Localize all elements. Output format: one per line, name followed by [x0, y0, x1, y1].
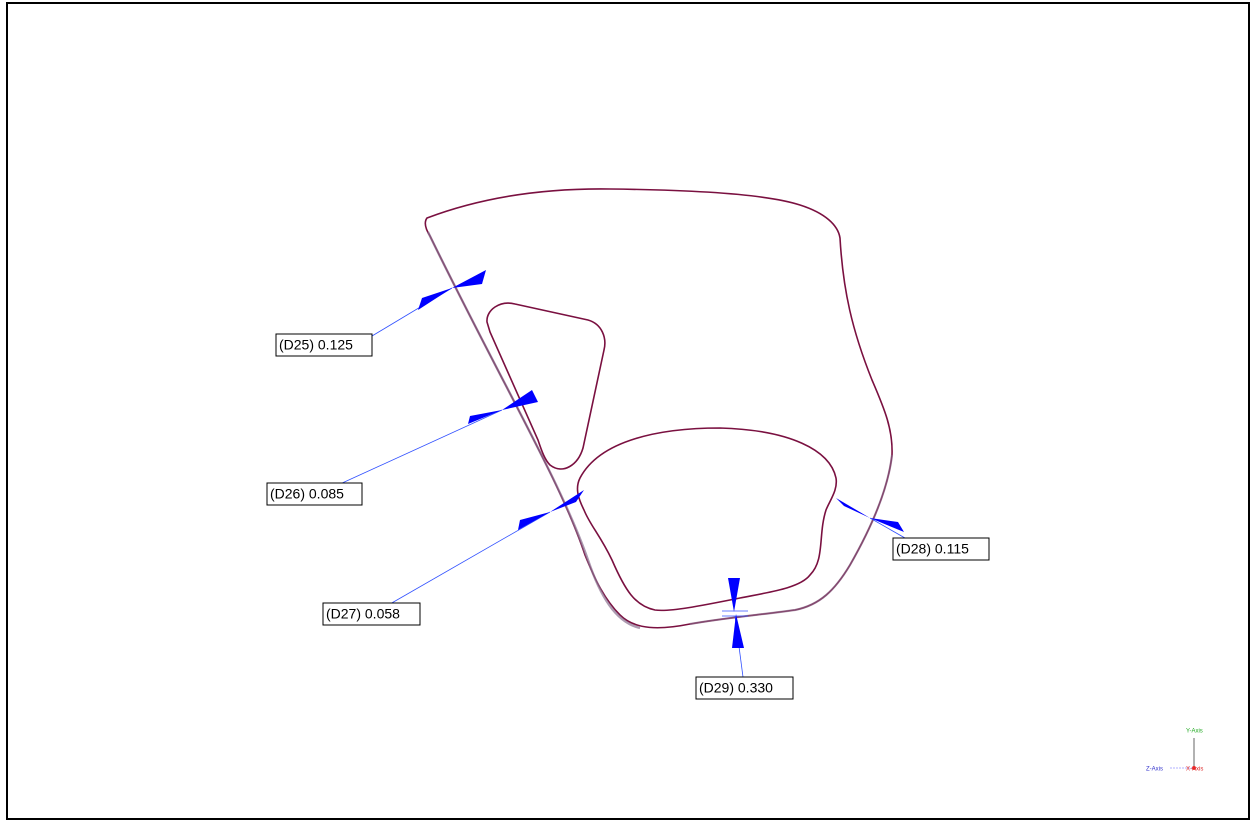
arrowhead [728, 578, 740, 612]
arrowhead [452, 270, 486, 288]
axis-label: X-Axis [1186, 767, 1203, 773]
measured-edge [689, 454, 894, 626]
arrowhead [502, 390, 538, 410]
dimension-label: (D26) 0.085 [270, 486, 344, 502]
leader-line [869, 517, 906, 539]
dimension-label: (D28) 0.115 [896, 541, 969, 557]
axis-label: Y-Axis [1186, 729, 1203, 735]
leader-line [389, 511, 551, 605]
dimension-box [322, 602, 421, 626]
arrowhead [836, 498, 870, 518]
leader-line [339, 409, 503, 485]
axis-origin [1192, 766, 1196, 770]
dimension-label: (D29) 0.330 [699, 680, 773, 696]
arrowhead [870, 518, 904, 532]
dimension-box [892, 537, 990, 561]
arrowhead [468, 410, 502, 424]
axis-label: Z-Axis [1146, 767, 1163, 773]
dimension-label: (D27) 0.058 [326, 606, 400, 622]
dimension-box [275, 333, 373, 357]
dimension-label: (D25) 0.125 [279, 337, 353, 353]
outer-contour [424, 188, 893, 629]
inner-triangle [486, 302, 606, 470]
arrowhead [732, 614, 744, 648]
dimension-box [266, 482, 363, 506]
arrowhead [418, 288, 452, 310]
arrowhead [518, 512, 550, 530]
frame [6, 2, 1250, 820]
measured-edge [426, 231, 641, 630]
dimension-box [695, 676, 794, 700]
arrowhead [550, 490, 584, 512]
inner-oval [576, 427, 838, 612]
